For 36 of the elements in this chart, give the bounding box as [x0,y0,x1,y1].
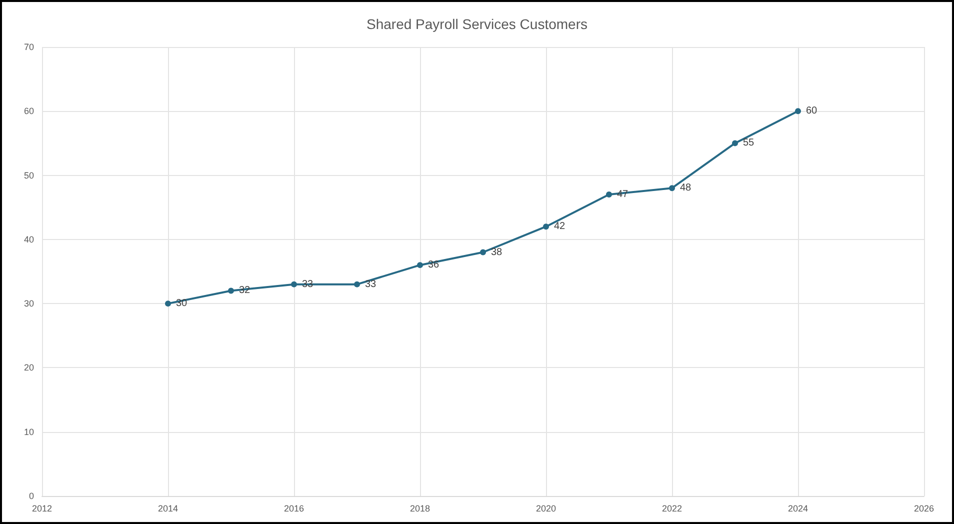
data-label: 33 [365,278,377,290]
x-tick-label: 2018 [410,504,430,514]
data-label: 42 [554,221,566,232]
y-tick-label: 0 [28,491,34,501]
point [669,185,675,192]
data-label: 55 [743,138,755,149]
point [543,224,549,230]
point [165,300,171,307]
point [228,288,234,294]
x-tick-label: 2012 [32,504,52,514]
x-tick-label: 2024 [788,504,808,514]
chart-title: Shared Payroll Services Customers [366,16,588,32]
y-tick-label: 30 [24,298,34,309]
point [795,108,801,114]
data-label: 48 [680,182,692,194]
point [732,140,738,146]
y-tick-label: 10 [24,426,34,437]
point [480,249,486,256]
data-label: 30 [176,298,188,310]
point [606,192,612,198]
y-tick-label: 40 [24,234,34,244]
x-tick-label: 2026 [914,504,934,514]
x-tick-label: 2016 [284,504,304,514]
y-tick-label: 70 [24,42,34,52]
point [417,262,423,268]
point [291,281,297,288]
data-label: 38 [491,246,503,258]
data-label: 36 [428,260,440,271]
x-tick-label: 2022 [662,504,682,514]
x-tick-label: 2014 [158,504,178,514]
y-tick-label: 20 [24,362,34,373]
y-tick-label: 50 [24,170,34,180]
point [354,281,360,288]
x-tick-label: 2020 [536,504,556,514]
data-label: 60 [806,106,818,117]
y-tick-label: 60 [24,106,34,116]
